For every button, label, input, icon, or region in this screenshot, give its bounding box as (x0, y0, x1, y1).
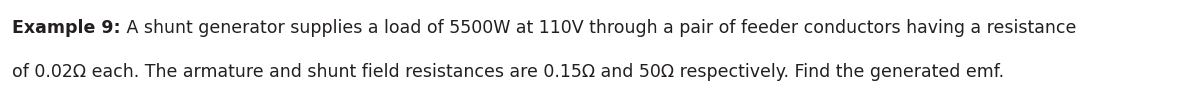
Text: A shunt generator supplies a load of 5500W at 110V through a pair of feeder cond: A shunt generator supplies a load of 550… (121, 19, 1076, 37)
Text: Example 9:: Example 9: (12, 19, 121, 37)
Text: of 0.02Ω each. The armature and shunt field resistances are 0.15Ω and 50Ω respec: of 0.02Ω each. The armature and shunt fi… (12, 63, 1004, 81)
